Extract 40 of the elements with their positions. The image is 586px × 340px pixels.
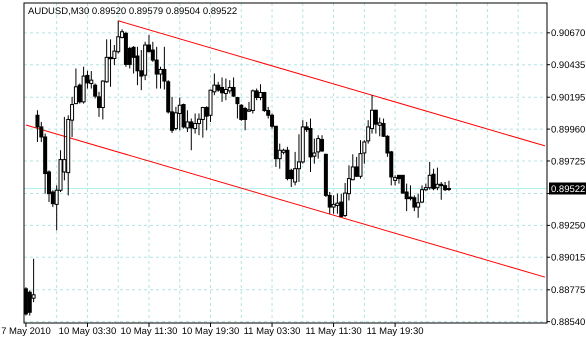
chart-title: AUDUSD,M30 0.89520 0.89579 0.89504 0.89522 — [28, 6, 238, 17]
x-tick-label: 10 May 03:30 — [58, 326, 116, 337]
y-tick-label: 0.89250 — [551, 220, 586, 232]
candlestick — [224, 78, 228, 101]
candlestick — [332, 194, 336, 214]
x-tick-label: 11 May 19:30 — [366, 326, 424, 337]
candlestick — [243, 106, 248, 131]
candlestick — [354, 156, 359, 178]
y-tick-label: 0.89960 — [551, 124, 586, 136]
candlestick — [439, 181, 444, 200]
y-tick-label: 0.90195 — [551, 92, 586, 104]
candlestick — [232, 76, 236, 98]
candlestick — [135, 46, 140, 86]
candlestick — [235, 96, 240, 120]
ref-line-label: 0.89522 — [551, 184, 586, 195]
candlestick — [35, 110, 40, 142]
x-tick-label: 10 May 19:30 — [182, 326, 240, 337]
y-tick-label: 0.88540 — [551, 316, 586, 328]
candlestick — [108, 38, 113, 88]
candlestick — [250, 89, 255, 114]
x-tick-label: 7 May 2010 — [1, 326, 51, 337]
x-tick-label: 11 May 03:30 — [244, 326, 300, 337]
candlestick — [178, 97, 182, 131]
candlestick — [320, 134, 324, 152]
candlestick — [335, 193, 340, 214]
y-tick-label: 0.89725 — [551, 156, 586, 168]
x-tick-label: 10 May 11:30 — [120, 326, 178, 337]
candlestick — [446, 180, 451, 192]
y-tick-label: 0.88775 — [551, 285, 586, 296]
candlestick — [374, 109, 378, 134]
candlestick — [154, 46, 159, 90]
x-tick-label: 11 May 11:30 — [305, 326, 362, 337]
y-tick-label: 0.90435 — [551, 60, 586, 72]
candlestick — [358, 140, 362, 180]
y-tick-label: 0.90670 — [551, 28, 586, 40]
candlestick — [428, 161, 432, 190]
y-tick-label: 0.89015 — [551, 252, 586, 264]
candlestick — [220, 76, 224, 102]
candlestick — [316, 134, 320, 160]
candlestick — [200, 106, 205, 138]
